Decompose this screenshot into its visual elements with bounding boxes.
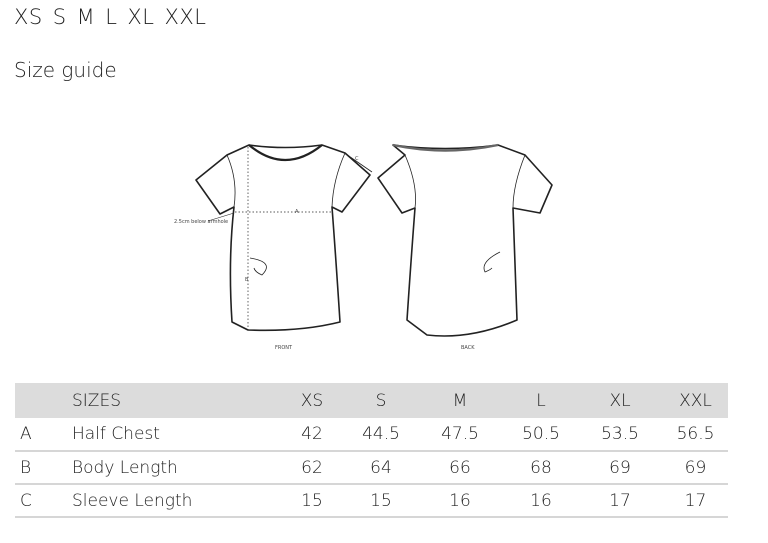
- cell: 66: [449, 457, 471, 478]
- row-letter: A: [20, 424, 32, 444]
- header-l: L: [536, 390, 546, 411]
- marker-b: B: [245, 277, 249, 283]
- header-xs: XS: [300, 390, 324, 411]
- size-option[interactable]: XXL: [164, 5, 207, 29]
- row-name: Body Length: [72, 457, 178, 478]
- armhole-note: 2.5cm below armhole: [174, 219, 229, 225]
- size-table: SIZES XS S M L XL XXL A Half Chest 42 44…: [15, 383, 728, 518]
- size-options: XS S M L XL XXL: [14, 5, 216, 29]
- cell: 50.5: [522, 424, 560, 444]
- front-label: FRONT: [275, 345, 293, 351]
- size-option[interactable]: L: [105, 5, 118, 29]
- cell: 17: [609, 490, 631, 511]
- cell: 47.5: [441, 424, 479, 444]
- size-option[interactable]: XS: [14, 5, 43, 29]
- cell: 69: [684, 457, 707, 478]
- cell: 17: [684, 490, 707, 511]
- cell: 15: [301, 490, 323, 511]
- cell: 16: [530, 490, 552, 511]
- header-m: M: [452, 390, 468, 411]
- size-option[interactable]: S: [52, 5, 67, 29]
- cell: 62: [301, 457, 323, 478]
- row-name: Half Chest: [72, 424, 160, 444]
- table-header-row: SIZES XS S M L XL XXL: [15, 383, 728, 418]
- back-label: BACK: [461, 345, 475, 351]
- header-xxl: XXL: [679, 390, 712, 411]
- cell: 56.5: [676, 424, 715, 444]
- row-letter: B: [20, 457, 32, 478]
- cell: 69: [609, 457, 631, 478]
- size-option[interactable]: XL: [127, 5, 155, 29]
- back-shirt-drawing: [377, 143, 553, 337]
- table-row: C Sleeve Length 15 15 16 16 17 17: [15, 484, 728, 517]
- row-name: Sleeve Length: [72, 490, 193, 511]
- table-row: A Half Chest 42 44.5 47.5 50.5 53.5 56.5: [15, 418, 728, 451]
- marker-a: A: [295, 209, 299, 215]
- cell: 64: [370, 457, 392, 478]
- cell: 68: [530, 457, 552, 478]
- cell: 53.5: [601, 424, 639, 444]
- cell: 42: [301, 424, 323, 444]
- size-option[interactable]: M: [76, 5, 96, 29]
- header-s: S: [375, 390, 387, 411]
- cell: 15: [370, 490, 392, 511]
- tshirt-illustration: [195, 143, 553, 337]
- cell: 16: [449, 490, 471, 511]
- front-shirt-drawing: [195, 144, 373, 332]
- cell: 44.5: [362, 424, 400, 444]
- row-letter: C: [20, 490, 32, 511]
- header-xl: XL: [609, 390, 631, 411]
- header-sizes: SIZES: [72, 390, 121, 411]
- table-row: B Body Length 62 64 66 68 69 69: [15, 451, 728, 484]
- marker-c: C: [355, 156, 359, 162]
- page-title: Size guide: [14, 58, 117, 82]
